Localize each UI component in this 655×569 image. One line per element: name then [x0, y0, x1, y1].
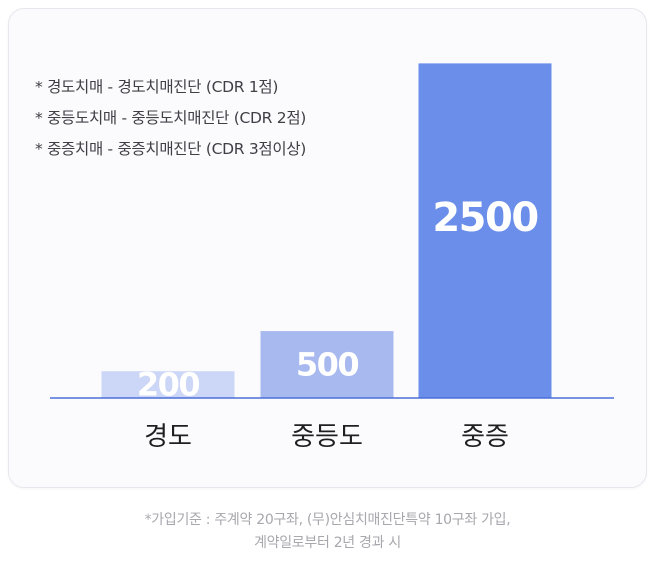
category-label: 경도: [144, 422, 192, 452]
chart-notes: * 경도치매 - 경도치매진단 (CDR 1점) * 중등도치매 - 중등도치매…: [35, 72, 306, 165]
bar-value-label: 2500: [432, 195, 537, 241]
bar-0: [101, 371, 235, 398]
footnote-line-1: *가입기준 : 주계약 20구좌, (무)안심치매진단특약 10구좌 가입,: [144, 512, 511, 528]
note-severe: * 중증치매 - 중증치매진단 (CDR 3점이상): [35, 140, 307, 158]
note-moderate: * 중등도치매 - 중등도치매진단 (CDR 2점): [35, 109, 307, 127]
note-mild: * 경도치매 - 경도치매진단 (CDR 1점): [35, 78, 279, 96]
footnote-line-2: 계약일로부터 2년 경과 시: [254, 535, 401, 551]
category-label: 중등도: [291, 422, 363, 452]
bar-value-label: 500: [296, 346, 359, 384]
footnote: *가입기준 : 주계약 20구좌, (무)안심치매진단특약 10구좌 가입, 계…: [0, 509, 655, 555]
bar-1: [260, 331, 394, 398]
category-label: 중증: [461, 422, 509, 452]
bar-2: [418, 63, 552, 399]
